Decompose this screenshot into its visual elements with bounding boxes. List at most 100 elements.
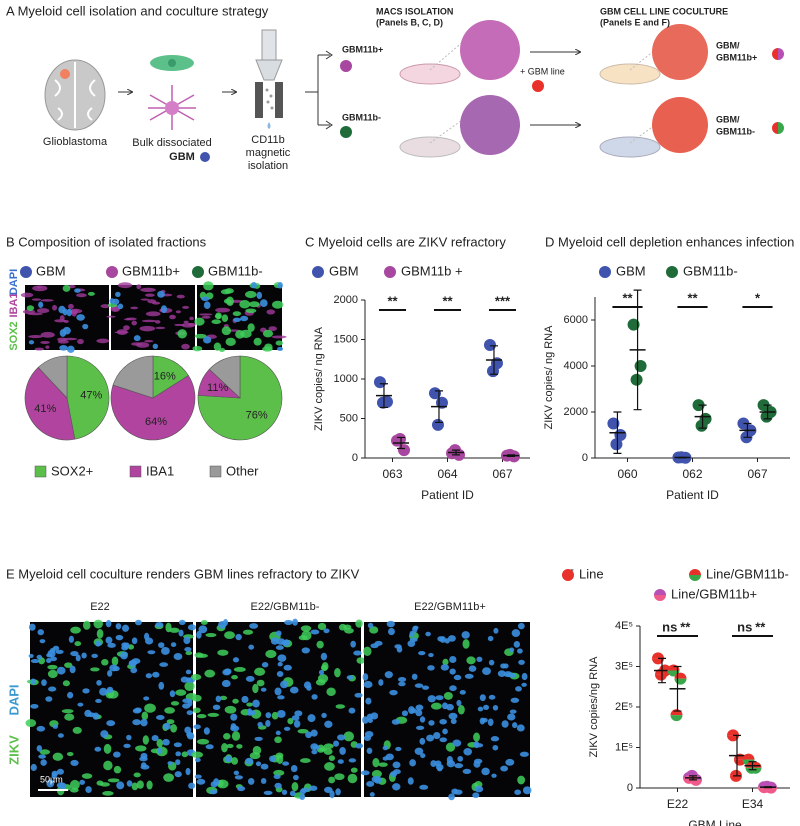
cell [91,653,98,658]
cell [275,340,283,346]
slice-label: 47% [80,390,102,402]
cell [346,675,354,680]
cell [241,695,249,704]
cell [123,325,130,331]
cell [161,647,170,655]
cell [136,342,150,348]
cell [311,749,318,755]
cell [492,704,499,711]
cell [457,755,464,762]
cell [473,741,480,749]
cell [488,694,496,700]
cell [94,640,102,647]
cell [366,713,374,721]
cell [247,708,253,716]
cell [145,311,161,317]
point-half [761,786,774,793]
cell [82,688,90,694]
cell [187,624,197,631]
cell [51,772,57,779]
cell [106,315,116,318]
cell [87,291,95,296]
cell [240,329,252,339]
cell [382,756,389,761]
significance-label: ns [737,619,752,634]
cell [231,757,239,765]
cell [165,622,172,633]
cell [427,695,436,703]
cell [294,710,303,717]
cell [141,711,149,721]
cell [187,322,196,327]
cell [40,759,47,766]
cell [38,754,46,759]
cell [468,665,477,672]
cell [442,728,448,735]
cell [419,737,426,745]
cell [409,637,418,643]
panel-a-art [44,20,784,162]
cell [503,671,513,678]
cell [449,656,457,664]
cell [87,712,96,718]
y-tick-label: 4E⁵ [615,620,633,632]
label: GBM/ [716,114,740,124]
cell [464,673,474,679]
cell [324,762,335,771]
cell [355,743,364,749]
cell [246,702,254,707]
cell [430,702,442,710]
cell [115,291,121,298]
cell [120,651,128,660]
point [428,387,441,400]
cell [214,314,222,319]
x-tick-label: 062 [682,467,702,481]
cell [450,718,457,725]
cell [232,311,242,317]
point-half [652,658,664,665]
cell [419,716,426,723]
cell [371,770,382,778]
y-tick-label: 2E⁵ [615,701,633,713]
legend-label: GBM [36,263,66,278]
cell [518,622,525,630]
cell [63,337,78,341]
significance-label: * [755,290,761,305]
x-tick-label: 060 [617,467,637,481]
cell [184,726,192,734]
cell [169,690,176,698]
cell [437,636,445,642]
cell [388,628,395,636]
slice-label: 76% [246,410,268,422]
cell [203,301,211,309]
point [695,419,708,432]
cell [123,743,131,749]
label: GBM11b- [342,112,381,122]
cell [101,658,109,666]
y-axis-label: ZIKV copies/ ng RNA [313,326,325,431]
point [730,769,742,782]
cell [300,625,312,632]
cell [487,635,494,642]
cell [401,710,409,717]
point-half [727,729,739,736]
cell [194,317,205,326]
cell [141,319,157,323]
cell [252,683,259,694]
cell [513,640,521,648]
cell [420,753,426,759]
cell [389,689,398,696]
y-tick-label: 0 [627,782,633,794]
point-half [652,652,664,659]
cell [292,618,298,626]
pie-slice [112,355,154,399]
cell [174,771,182,778]
cell [289,686,299,694]
cell [59,345,68,351]
cell [521,672,528,681]
cell [182,703,191,709]
cell [231,731,241,741]
cell [201,315,211,319]
cell [360,770,370,776]
cell [144,703,156,713]
